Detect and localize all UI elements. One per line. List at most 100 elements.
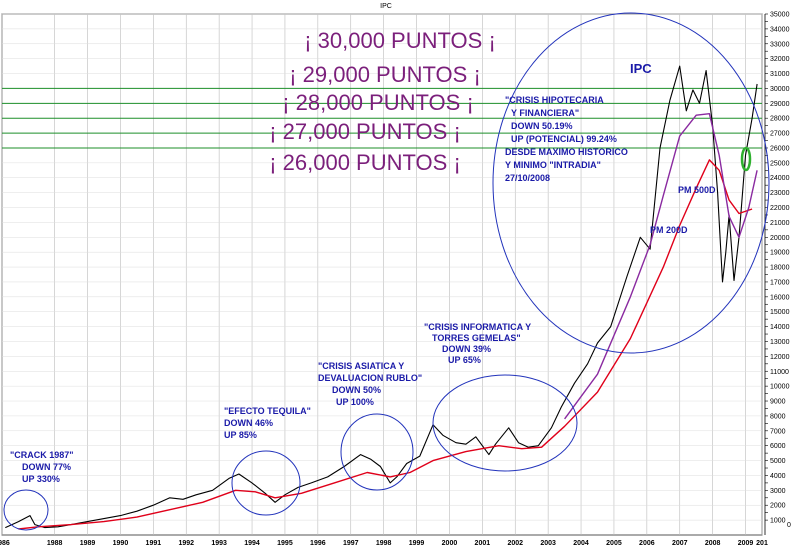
y-tick-label: 31000 — [770, 71, 790, 78]
annotation-line: PM 200D — [650, 225, 688, 235]
annotation-line: UP 65% — [448, 355, 481, 365]
y-tick-label: 6000 — [770, 443, 786, 450]
y-tick-label: 11000 — [770, 369, 789, 376]
annotation-ipc: IPC — [630, 61, 652, 76]
highlight-ellipse — [740, 146, 752, 172]
series-line — [18, 159, 753, 530]
annotation-line: UP 85% — [224, 430, 257, 440]
y-tick-label: 16000 — [770, 294, 790, 301]
y-tick-label: 2000 — [770, 503, 786, 510]
annotation-line: "CRISIS HIPOTECARIA — [505, 95, 604, 105]
y-tick-label: 9000 — [770, 399, 786, 406]
x-tick-label: 1990 — [113, 540, 129, 547]
level-label: ¡ 28,000 PUNTOS ¡ — [282, 90, 474, 115]
chart-title: IPC — [380, 3, 392, 10]
x-tick-label: 1988 — [47, 540, 63, 547]
y-tick-label: 18000 — [770, 265, 790, 272]
y-tick-label: 13000 — [770, 339, 790, 346]
x-tick-label: 2000 — [442, 540, 458, 547]
crisis-ellipse — [231, 450, 301, 516]
annotation-line: UP 330% — [22, 474, 60, 484]
y-tick-label: 30000 — [770, 86, 790, 93]
annotation-crack: "CRACK 1987" DOWN 77% UP 330% — [10, 450, 74, 484]
y-tick-label: 24000 — [770, 175, 790, 182]
annotation-line: PM 500D — [678, 185, 716, 195]
x-tick-label: 2009 — [738, 540, 754, 547]
level-lines: ¡ 30,000 PUNTOS ¡ ¡ 29,000 PUNTOS ¡ ¡ 28,0… — [2, 28, 762, 175]
crisis-ellipse — [340, 413, 414, 491]
level-label: ¡ 27,000 PUNTOS ¡ — [269, 119, 461, 144]
annotation-line: UP (POTENCIAL) 99.24% — [511, 134, 617, 144]
x-tick-label: 2003 — [540, 540, 556, 547]
y-tick-label: 0 — [787, 522, 791, 529]
annotation-line: TORRES GEMELAS" — [432, 333, 521, 343]
series-group — [5, 65, 758, 530]
x-tick-label: 2001 — [475, 540, 491, 547]
x-tick-label: 2002 — [507, 540, 523, 547]
annotation-asiatica: "CRISIS ASIATICA Y DEVALUACION RUBLO" DOWN… — [318, 361, 422, 407]
x-tick-label: 1996 — [310, 540, 326, 547]
annotation-line: UP 100% — [336, 397, 374, 407]
y-tick-label: 25000 — [770, 160, 790, 167]
annotation-line: 27/10/2008 — [505, 173, 550, 183]
annotation-pm500: PM 500D — [678, 185, 716, 195]
y-tick-label: 1000 — [770, 518, 786, 525]
x-tick-label: 1999 — [409, 540, 425, 547]
series-line — [5, 65, 758, 529]
y-tick-label: 5000 — [770, 458, 786, 465]
x-tick-label: 2006 — [639, 540, 655, 547]
y-tick-label: 35000 — [770, 12, 790, 19]
annotation-line: DOWN 77% — [22, 462, 71, 472]
x-tick-label: 1993 — [211, 540, 227, 547]
crisis-ellipse — [492, 12, 770, 354]
x-tick-label: 2005 — [606, 540, 622, 547]
y-tick-label: 8000 — [770, 413, 786, 420]
level-label: ¡ 26,000 PUNTOS ¡ — [269, 150, 461, 175]
annotation-line: DOWN 39% — [442, 344, 491, 354]
annotation-line: "CRISIS INFORMATICA Y — [424, 322, 531, 332]
level-label: ¡ 29,000 PUNTOS ¡ — [289, 62, 481, 87]
y-tick-label: 7000 — [770, 428, 786, 435]
crisis-ellipse — [3, 489, 49, 531]
y-tick-label: 12000 — [770, 354, 790, 361]
y-tick-label: 15000 — [770, 309, 790, 316]
y-tick-label: 4000 — [770, 473, 786, 480]
x-tick-label: 2007 — [672, 540, 688, 547]
x-tick-label: 1994 — [244, 540, 260, 547]
y-tick-label: 3000 — [770, 488, 786, 495]
x-tick-label: 1989 — [80, 540, 96, 547]
y-tick-label: 27000 — [770, 131, 790, 138]
y-tick-label: 29000 — [770, 101, 790, 108]
y-tick-label: 17000 — [770, 279, 790, 286]
x-tick-label: 1995 — [277, 540, 293, 547]
x-tick-label: 1997 — [343, 540, 359, 547]
x-tick-label: 1991 — [146, 540, 162, 547]
annotation-line: DOWN 50.19% — [511, 121, 573, 131]
x-tick-label: 201 — [756, 540, 768, 547]
annotation-pm200: PM 200D — [650, 225, 688, 235]
crisis-ellipse — [432, 374, 578, 472]
y-tick-label: 33000 — [770, 41, 790, 48]
y-tick-label: 22000 — [770, 205, 790, 212]
annotation-informatica: "CRISIS INFORMATICA Y TORRES GEMELAS" DOWN… — [424, 322, 531, 365]
y-tick-label: 32000 — [770, 56, 790, 63]
grid-lines — [1, 13, 763, 536]
y-tick-label: 26000 — [770, 145, 790, 152]
x-axis: 1986 1988 1989 1990 1991 1992 1993 1994 1995 1996… — [0, 540, 768, 547]
annotation-line: "CRACK 1987" — [10, 450, 74, 460]
y-tick-label: 10000 — [770, 384, 790, 391]
y-tick-label: 20000 — [770, 235, 790, 242]
series-line — [564, 113, 758, 420]
x-tick-label: 2004 — [573, 540, 589, 547]
y-tick-label: 14000 — [770, 324, 790, 331]
annotation-hipotecaria: "CRISIS HIPOTECARIA Y FINANCIERA" DOWN 50.… — [505, 95, 628, 183]
y-tick-label: 28000 — [770, 116, 790, 123]
y-tick-label: 34000 — [770, 26, 790, 33]
annotation-line: "EFECTO TEQUILA" — [224, 406, 311, 416]
y-tick-label: 19000 — [770, 250, 790, 257]
x-tick-label: 2008 — [705, 540, 721, 547]
y-tick-label: 23000 — [770, 190, 790, 197]
crisis-ellipses — [3, 12, 770, 531]
annotation-line: DOWN 50% — [332, 385, 381, 395]
